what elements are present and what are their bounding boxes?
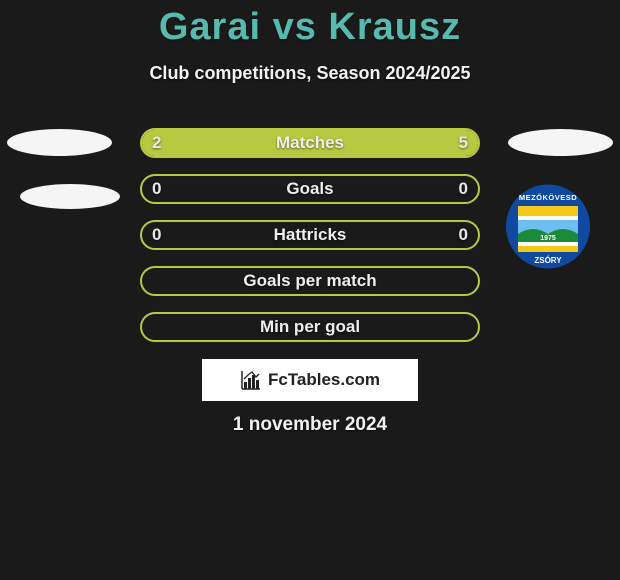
stat-row: 25Matches [140,128,480,158]
stat-row: 00Hattricks [140,220,480,250]
fctables-badge[interactable]: FcTables.com [202,359,418,401]
stat-row: Min per goal [140,312,480,342]
snapshot-date: 1 november 2024 [0,414,620,436]
club-left-logo-placeholder [20,184,120,209]
page-subtitle: Club competitions, Season 2024/2025 [0,63,620,84]
stat-row: 00Goals [140,174,480,204]
stat-label: Goals [142,176,478,202]
page-title: Garai vs Krausz [0,6,620,49]
svg-text:MEZŐKÖVESD: MEZŐKÖVESD [519,193,577,202]
stat-label: Hattricks [142,222,478,248]
fctables-text: FcTables.com [268,370,380,390]
stat-label: Goals per match [142,268,478,294]
svg-text:1975: 1975 [540,235,556,242]
stat-label: Min per goal [142,314,478,340]
player-right-avatar-placeholder [508,129,613,156]
stat-row: Goals per match [140,266,480,296]
stat-label: Matches [142,130,478,156]
svg-text:ZSÓRY: ZSÓRY [534,256,562,265]
bar-chart-icon [240,369,262,391]
stats-panel: 25Matches 00Goals 00Hattricks Goals per mat… [140,128,480,358]
club-right-logo: MEZŐKÖVESD ZSÓRY 1975 [498,184,598,269]
player-left-avatar-placeholder [7,129,112,156]
